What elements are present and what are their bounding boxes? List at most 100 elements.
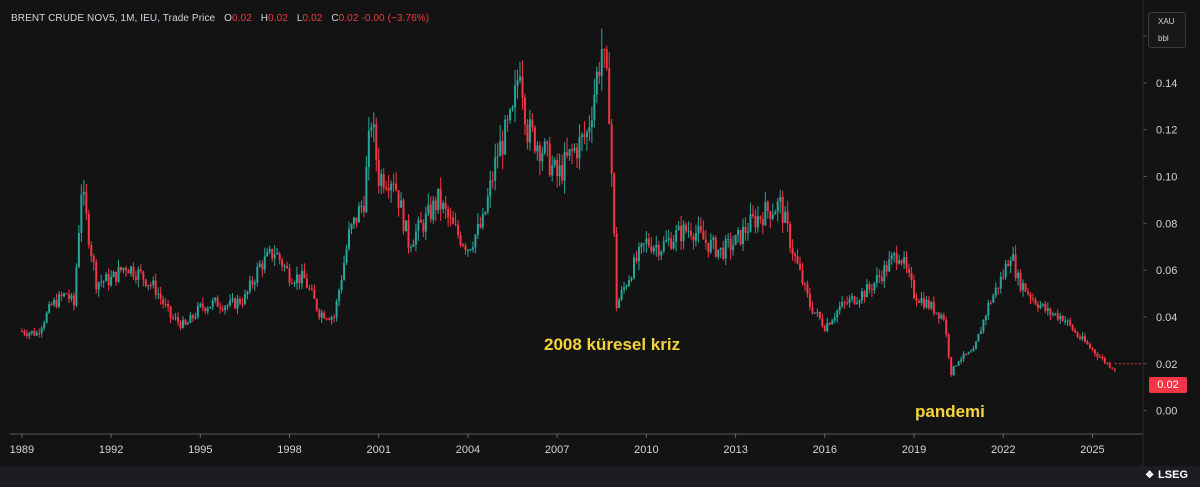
candle-body <box>637 247 640 262</box>
candle-body <box>43 322 46 328</box>
candle-body <box>689 230 692 236</box>
candle-body <box>258 263 261 267</box>
candle-body <box>657 244 660 256</box>
candle-body <box>281 259 284 267</box>
candle-body <box>821 318 824 327</box>
candle-body <box>598 71 601 76</box>
candle-body <box>55 299 58 307</box>
candle-body <box>642 243 645 245</box>
candle-body <box>865 284 868 298</box>
y-axis: 0.160.140.120.100.080.060.040.020.00 <box>1142 0 1177 466</box>
candlestick-series <box>20 28 1143 377</box>
candle-body <box>377 159 380 186</box>
candle-body <box>979 331 982 334</box>
candle-body <box>506 119 509 121</box>
candle-body <box>717 249 720 257</box>
candle-body <box>474 234 477 248</box>
candle-body <box>419 219 422 223</box>
candle-body <box>759 216 762 219</box>
candle-body <box>1054 313 1057 315</box>
candle-body <box>53 299 56 305</box>
candle-body <box>191 315 194 319</box>
candle-body <box>692 235 695 241</box>
candle-body <box>779 196 782 202</box>
footer-bar: ❖ LSEG <box>0 466 1200 487</box>
candle-body <box>234 298 237 309</box>
candle-body <box>1044 303 1047 311</box>
candle-body <box>268 248 271 252</box>
candle-body <box>169 306 172 318</box>
candle-body <box>561 165 564 181</box>
candle-body <box>360 205 363 207</box>
candle-body <box>486 196 489 213</box>
candle-body <box>35 332 38 336</box>
candle-body <box>87 213 90 246</box>
candle-body <box>702 231 705 240</box>
candle-body <box>157 293 160 295</box>
candle-body <box>407 220 410 248</box>
candle-body <box>600 49 603 76</box>
candle-body <box>241 303 244 305</box>
candle-body <box>543 141 546 153</box>
lseg-logo-text: LSEG <box>1158 469 1188 481</box>
candle-body <box>437 188 440 211</box>
x-tick-label: 2016 <box>813 444 837 456</box>
candle-body <box>1071 324 1074 331</box>
candle-body <box>518 76 521 81</box>
currency-unit-button[interactable]: XAU bbl <box>1148 12 1186 48</box>
x-tick-label: 2019 <box>902 444 926 456</box>
candle-body <box>392 183 395 185</box>
candle-body <box>898 260 901 264</box>
candle-body <box>593 94 596 121</box>
candle-body <box>558 165 561 177</box>
candle-body <box>630 278 633 280</box>
candle-body <box>699 225 702 232</box>
candle-body <box>1076 332 1079 337</box>
candle-body <box>511 107 514 110</box>
candle-body <box>184 319 187 325</box>
candle-body <box>982 319 985 332</box>
candle-body <box>504 119 507 155</box>
candle-body <box>1017 272 1020 279</box>
candle-body <box>92 256 95 263</box>
candle-body <box>655 244 658 248</box>
candle-body <box>491 180 494 182</box>
candle-body <box>672 242 675 249</box>
candle-body <box>308 287 311 289</box>
candle-body <box>449 217 452 219</box>
candle-body <box>950 357 953 376</box>
candle-body <box>531 119 534 128</box>
candle-body <box>595 71 598 95</box>
candle-body <box>878 275 881 277</box>
candle-body <box>957 361 960 366</box>
candle-body <box>521 76 524 98</box>
candle-body <box>164 304 167 306</box>
candle-body <box>424 213 427 232</box>
candle-body <box>575 147 578 159</box>
candle-body <box>236 298 239 309</box>
candle-body <box>620 289 623 300</box>
candle-body <box>209 306 212 309</box>
candle-body <box>444 203 447 210</box>
candle-body <box>945 319 948 335</box>
candle-body <box>694 233 697 241</box>
candle-body <box>851 296 854 299</box>
candle-body <box>1111 367 1114 369</box>
candle-body <box>417 219 420 232</box>
candle-body <box>823 326 826 332</box>
candle-body <box>880 276 883 282</box>
candle-body <box>885 265 888 272</box>
candle-body <box>784 211 787 223</box>
candle-body <box>1074 330 1077 333</box>
open-label: O <box>224 13 233 24</box>
candle-body <box>727 238 730 240</box>
candle-body <box>1024 283 1027 292</box>
candle-body <box>464 245 467 251</box>
candle-body <box>970 351 973 353</box>
candle-body <box>915 297 918 301</box>
candle-body <box>994 287 997 296</box>
candle-body <box>645 238 648 244</box>
candle-body <box>940 314 943 319</box>
candle-body <box>670 238 673 249</box>
